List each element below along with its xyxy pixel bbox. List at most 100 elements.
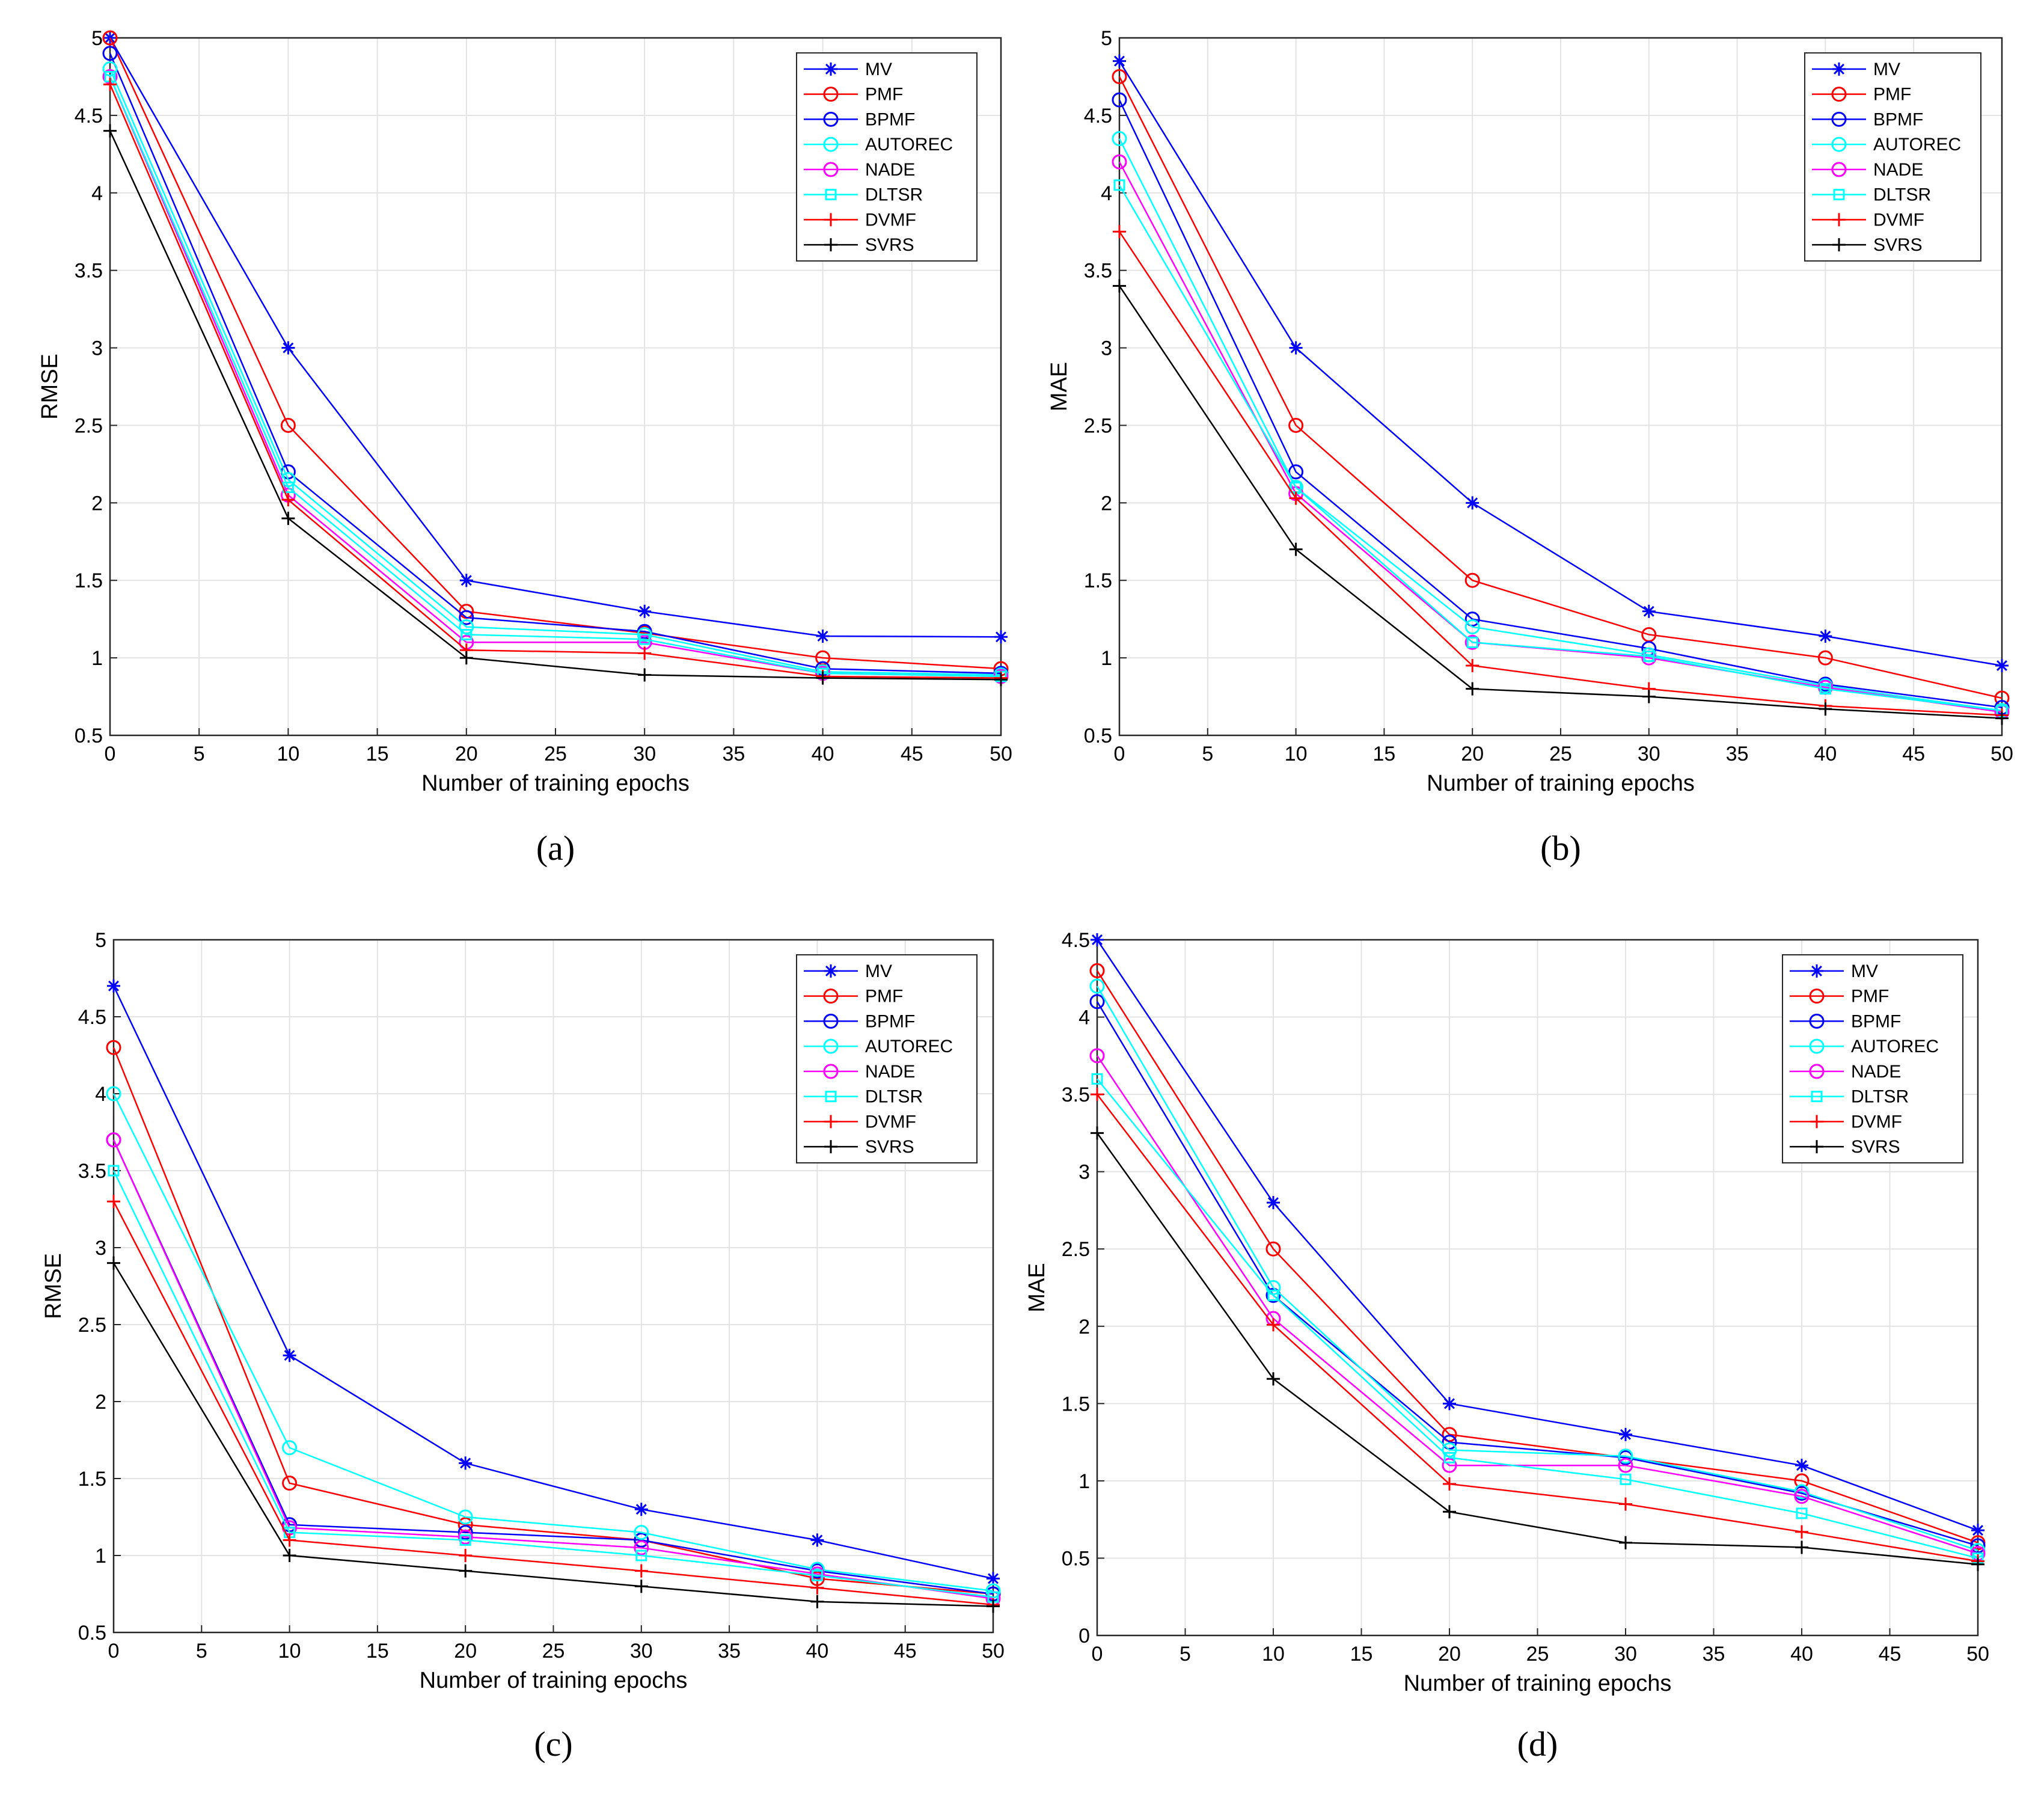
panel-d-series-pmf-point — [1089, 963, 1105, 978]
panel-a-series-svrs-point — [103, 124, 117, 138]
panel-b-x-tick-label: 15 — [1372, 743, 1395, 765]
panel-d-legend-marker — [1810, 1140, 1823, 1154]
panel-a-legend-label: NADE — [865, 160, 915, 180]
panel-b-legend-label: DVMF — [1873, 210, 1924, 230]
panel-c-y-tick-label: 0.5 — [78, 1622, 106, 1644]
panel-a-x-tick-label: 20 — [455, 743, 478, 765]
panel-d-y-tick-label: 0 — [1079, 1625, 1090, 1647]
panel-a-x-tick-label: 35 — [722, 743, 745, 765]
panel-a-legend: MV PMF BPMF AUTOREC NADE DLTSR DVMF SVRS — [796, 52, 978, 262]
panel-a-series-dvmf-point — [281, 493, 295, 507]
panel-a-series-svrs-point — [816, 671, 830, 685]
panel-c-legend-label: BPMF — [865, 1011, 915, 1031]
panel-c-y-tick-label: 1 — [95, 1545, 106, 1568]
panel-c-series-svrs-point — [634, 1580, 648, 1593]
panel-b-series-svrs-point — [1289, 542, 1303, 556]
panel-d-series-dltsr-line — [1097, 1078, 1978, 1559]
panel-b-series-bpmf-point — [1288, 464, 1304, 480]
panel-c-legend-entry-svrs: SVRS — [804, 1137, 914, 1157]
panel-c-legend-label: NADE — [865, 1062, 915, 1082]
panel-b-series-svrs-line — [1118, 285, 2003, 719]
panel-a-y-tick-label: 4.5 — [75, 105, 103, 127]
panel-c-series-dltsr-line — [112, 1170, 994, 1598]
panel-d-series-dvmf-line — [1097, 1094, 1978, 1562]
panel-c-y-tick-label: 1.5 — [78, 1468, 106, 1491]
panel-b-y-tick-label: 0.5 — [1084, 725, 1112, 747]
panel-c-series-dvmf-point — [459, 1549, 473, 1562]
panel-c-legend-box — [796, 954, 978, 1163]
panel-d-legend-entry-mv: MV — [1790, 961, 1878, 981]
panel-a-series-dvmf-point — [103, 78, 117, 91]
panel-a-y-tick-label: 0.5 — [75, 725, 103, 747]
panel-b-series-mv-point — [1113, 54, 1126, 68]
panel-a-series-dltsr-point — [461, 628, 473, 640]
panel-b-y-axis-label: MAE — [1047, 362, 1072, 411]
panel-a-series-dltsr-point — [638, 633, 650, 645]
panel-b: 0 5 10 15 20 25 30 35 40 45 50 0.5 1 1.5 2 2.5 3 3.5 4 4.5 5… — [1047, 27, 2013, 868]
panel-b-legend-marker — [1833, 189, 1845, 201]
panel-a-x-tick-label: 40 — [812, 743, 834, 765]
panel-c-series-autorec-point — [634, 1525, 649, 1540]
panel-d-series-nade-point — [1618, 1457, 1633, 1473]
panel-c-series-dltsr-point — [108, 1165, 120, 1177]
panel-a-series-mv-point — [638, 604, 652, 618]
panel-c-series-pmf-point — [457, 1517, 473, 1533]
panel-c-series-nade-point — [457, 1529, 473, 1545]
panel-a-x-axis-label: Number of training epochs — [421, 771, 690, 796]
panel-d: 0 5 10 15 20 25 30 35 40 45 50 0 0.5 1 1.5 2 2.5 3 3.5 4 4.5… — [1024, 929, 1989, 1764]
panel-b-x-axis-label: Number of training epochs — [1427, 771, 1695, 796]
panel-a-x-tick-label: 5 — [194, 743, 205, 765]
panel-d-y-tick-label: 2 — [1079, 1316, 1090, 1338]
panel-d-x-tick-label: 15 — [1350, 1643, 1373, 1666]
panel-b-y-tick-label: 2.5 — [1084, 414, 1112, 437]
panel-b-series-mv-point — [1819, 630, 1832, 643]
panel-c-legend-entry-nade: NADE — [804, 1062, 915, 1082]
panel-a-y-tick-label: 2.5 — [75, 414, 103, 437]
panel-d-legend-entry-nade: NADE — [1790, 1062, 1901, 1082]
panel-c-legend-marker — [824, 1115, 837, 1129]
panel-b-series-svrs-point — [1113, 279, 1126, 293]
panel-b-legend-box — [1804, 52, 1981, 262]
panel-d-series-nade-point — [1442, 1457, 1457, 1473]
panel-d-series-dvmf-point — [1091, 1088, 1104, 1102]
panel-b-legend-marker — [1831, 87, 1847, 102]
panel-c-series-mv-point — [634, 1503, 648, 1516]
panel-a-legend-entry-bpmf: BPMF — [804, 109, 915, 129]
panel-c-series-autorec-point — [106, 1086, 121, 1102]
panel-b-series-mv-point — [1289, 341, 1303, 355]
panel-d-series-bpmf-point — [1089, 994, 1105, 1010]
panel-d-x-tick-label: 30 — [1614, 1643, 1637, 1666]
panel-a-legend-marker — [823, 136, 839, 152]
panel-b-x-tick-label: 35 — [1726, 743, 1749, 765]
panel-d-legend-label: DLTSR — [1851, 1087, 1909, 1107]
panel-c-series-autorec-point — [985, 1583, 1001, 1599]
panel-d-x-tick-label: 20 — [1438, 1643, 1461, 1666]
panel-b-series-svrs-point — [1995, 711, 2009, 725]
panel-c-series-dltsr-point — [459, 1534, 471, 1546]
panel-a-legend-marker — [823, 162, 839, 177]
panel-a-series-pmf-point — [102, 30, 118, 46]
panel-a-legend-marker — [823, 87, 839, 102]
panel-b-legend-entry-svrs: SVRS — [1812, 235, 1923, 255]
panel-d-legend-box — [1782, 954, 1963, 1163]
panel-d-series-autorec-point — [1442, 1442, 1457, 1457]
panel-c-legend-entry-autorec: AUTOREC — [804, 1037, 953, 1056]
panel-c-legend-marker — [824, 964, 837, 978]
panel-d-series-dltsr — [1091, 1073, 1984, 1564]
panel-a-axes-box — [109, 37, 1002, 737]
panel-b-series-mv-line — [1118, 61, 2003, 667]
panel-d-axes-box — [1096, 939, 1979, 1637]
panel-b-series-dltsr-line — [1118, 185, 2003, 712]
panel-c-series-svrs — [107, 1256, 1000, 1613]
panel-b-legend-label: MV — [1873, 60, 1900, 79]
panel-d-y-tick-label: 4.5 — [1062, 929, 1090, 952]
panel-b-series-pmf-point — [1112, 69, 1127, 84]
panel-a-series-svrs-point — [281, 512, 295, 526]
panel-c-y-tick-label: 2 — [95, 1391, 106, 1414]
panel-c-series-svrs-point — [107, 1256, 120, 1270]
panel-c-series-dvmf-point — [107, 1195, 120, 1209]
panel-c-series-nade-line — [112, 1139, 994, 1599]
panel-d-legend: MV PMF BPMF AUTOREC NADE DLTSR DVMF SVRS — [1782, 954, 1963, 1163]
panel-d-x-tick-label: 50 — [1966, 1643, 1989, 1666]
panel-b-series-autorec-point — [1112, 131, 1127, 147]
